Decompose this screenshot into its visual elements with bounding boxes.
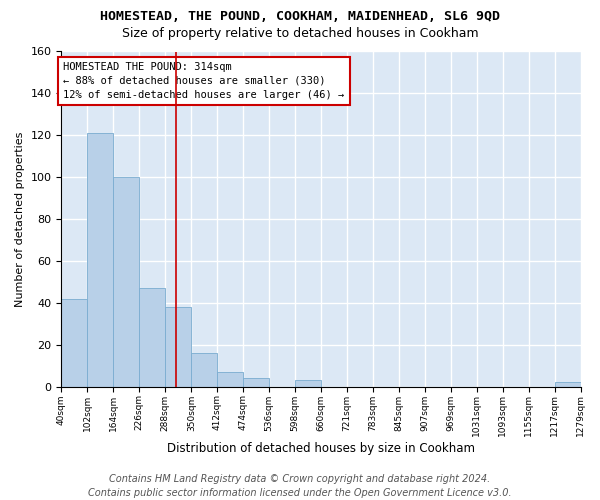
Bar xyxy=(61,298,88,386)
Bar xyxy=(88,133,113,386)
Text: Contains HM Land Registry data © Crown copyright and database right 2024.
Contai: Contains HM Land Registry data © Crown c… xyxy=(88,474,512,498)
Text: Size of property relative to detached houses in Cookham: Size of property relative to detached ho… xyxy=(122,28,478,40)
X-axis label: Distribution of detached houses by size in Cookham: Distribution of detached houses by size … xyxy=(167,442,475,455)
Bar xyxy=(191,353,217,386)
Bar xyxy=(139,288,166,386)
Bar xyxy=(217,372,243,386)
Text: HOMESTEAD, THE POUND, COOKHAM, MAIDENHEAD, SL6 9QD: HOMESTEAD, THE POUND, COOKHAM, MAIDENHEA… xyxy=(100,10,500,23)
Bar xyxy=(243,378,269,386)
Bar xyxy=(554,382,581,386)
Bar xyxy=(295,380,321,386)
Bar xyxy=(166,307,191,386)
Bar xyxy=(113,177,139,386)
Text: HOMESTEAD THE POUND: 314sqm
← 88% of detached houses are smaller (330)
12% of se: HOMESTEAD THE POUND: 314sqm ← 88% of det… xyxy=(63,62,344,100)
Y-axis label: Number of detached properties: Number of detached properties xyxy=(15,132,25,307)
